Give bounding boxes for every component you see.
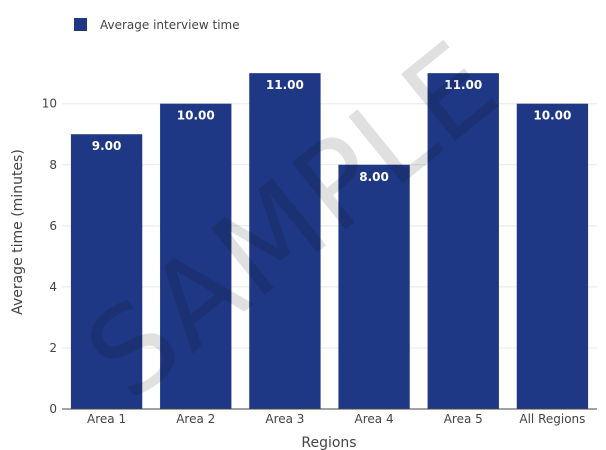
legend-swatch [74, 18, 87, 31]
bar-value-label: 10.00 [533, 109, 571, 123]
y-tick-label: 10 [42, 97, 57, 111]
bar-value-label: 11.00 [266, 78, 304, 92]
bar [70, 134, 143, 409]
x-tick-labels: Area 1 Area 2 Area 3 Area 4 Area 5 All Region… [87, 412, 585, 426]
bar [427, 73, 499, 409]
x-tick-label: Area 2 [176, 412, 215, 426]
y-tick-label: 4 [49, 280, 57, 294]
x-axis-title: Regions [301, 435, 356, 450]
bar [249, 73, 321, 409]
bar [338, 164, 410, 409]
bar-value-label: 8.00 [359, 170, 389, 184]
legend-label: Average interview time [100, 18, 240, 32]
x-tick-label: Area 1 [87, 412, 126, 426]
x-tick-label: All Regions [519, 412, 585, 426]
x-tick-label: Area 4 [355, 412, 394, 426]
y-tick-label: 8 [49, 158, 57, 172]
y-tick-label: 0 [49, 402, 57, 416]
y-axis-title: Average time (minutes) [10, 149, 26, 315]
bar [516, 103, 589, 410]
y-tick-label: 2 [49, 341, 57, 355]
bar-value-label: 10.00 [177, 109, 215, 123]
bar-value-label: 9.00 [92, 139, 122, 153]
bars [70, 73, 589, 410]
bar-value-labels: 9.00 10.00 11.00 8.00 11.00 10.00 [92, 78, 572, 184]
y-tick-labels: 0 2 4 6 8 10 [42, 97, 57, 416]
bar [160, 103, 232, 410]
legend: Average interview time [74, 18, 240, 32]
x-tick-label: Area 5 [444, 412, 483, 426]
y-tick-label: 6 [49, 219, 57, 233]
x-tick-label: Area 3 [265, 412, 304, 426]
gridlines [62, 103, 597, 349]
bar-value-label: 11.00 [444, 78, 482, 92]
